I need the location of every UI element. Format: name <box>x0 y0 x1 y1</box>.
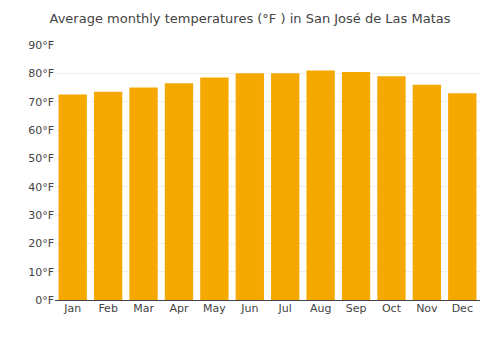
svg-text:Jan: Jan <box>63 302 81 315</box>
svg-text:40°F: 40°F <box>28 181 54 194</box>
svg-text:10°F: 10°F <box>28 266 54 279</box>
svg-text:Sep: Sep <box>346 302 367 315</box>
svg-text:0°F: 0°F <box>35 294 54 307</box>
svg-text:50°F: 50°F <box>28 152 54 165</box>
svg-text:Jun: Jun <box>240 302 258 315</box>
svg-text:20°F: 20°F <box>28 237 54 250</box>
svg-text:80°F: 80°F <box>28 67 54 80</box>
svg-text:Oct: Oct <box>382 302 402 315</box>
svg-text:Jul: Jul <box>278 302 292 315</box>
svg-text:60°F: 60°F <box>28 124 54 137</box>
svg-text:Average monthly temperatures (: Average monthly temperatures (°F ) in Sa… <box>50 11 451 26</box>
svg-text:Feb: Feb <box>98 302 117 315</box>
svg-text:90°F: 90°F <box>28 39 54 52</box>
svg-text:30°F: 30°F <box>28 209 54 222</box>
svg-text:70°F: 70°F <box>28 96 54 109</box>
svg-text:May: May <box>203 302 226 315</box>
svg-text:Aug: Aug <box>310 302 331 315</box>
svg-text:Nov: Nov <box>416 302 438 315</box>
svg-text:Mar: Mar <box>133 302 154 315</box>
svg-text:Dec: Dec <box>452 302 473 315</box>
svg-text:Apr: Apr <box>169 302 189 315</box>
